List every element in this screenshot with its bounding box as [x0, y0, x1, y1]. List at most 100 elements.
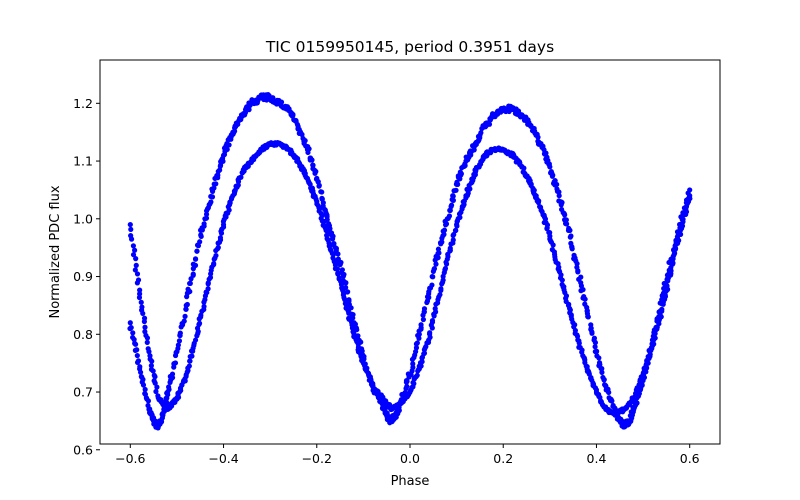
data-point [190, 271, 196, 277]
data-point [478, 130, 484, 136]
data-point [597, 361, 603, 368]
data-point [609, 398, 615, 404]
data-point [138, 299, 144, 305]
data-point [447, 245, 453, 251]
data-point [592, 339, 599, 346]
data-point [535, 199, 542, 206]
data-point [662, 292, 668, 298]
data-point [201, 221, 207, 227]
y-tick-label: 0.7 [73, 385, 93, 400]
data-point [144, 335, 151, 341]
data-point [435, 255, 441, 261]
data-point [575, 269, 581, 275]
data-point [334, 266, 341, 272]
data-point [683, 203, 690, 210]
x-tick-label: −0.6 [115, 451, 145, 466]
data-point [582, 296, 588, 302]
data-point [672, 250, 678, 256]
data-point [568, 233, 574, 239]
data-point [589, 329, 595, 335]
data-point [419, 359, 425, 365]
data-point [337, 262, 343, 268]
data-point [299, 131, 305, 138]
data-point [547, 164, 553, 170]
data-point [535, 134, 541, 140]
data-point [549, 173, 556, 179]
data-point [429, 317, 436, 324]
data-point [657, 312, 663, 318]
data-point [421, 306, 428, 312]
x-tick-label: 0.6 [680, 451, 700, 466]
data-point [410, 361, 416, 367]
data-point [150, 368, 156, 374]
data-point [544, 226, 550, 232]
data-point [172, 360, 179, 366]
data-point [556, 189, 562, 195]
data-point [201, 303, 207, 310]
data-point [187, 280, 193, 286]
data-point [678, 231, 684, 237]
data-point [134, 359, 141, 366]
data-point [152, 374, 158, 380]
data-point [578, 274, 584, 280]
y-tick-label: 0.6 [73, 442, 93, 457]
data-point [169, 371, 176, 377]
x-tick-label: −0.4 [208, 451, 238, 466]
data-point [439, 239, 445, 245]
data-point [192, 262, 199, 268]
data-point [186, 363, 192, 369]
data-point [181, 318, 187, 324]
data-point [142, 390, 148, 397]
y-axis-label: Normalized PDC flux [48, 185, 63, 318]
data-point [224, 146, 230, 153]
data-point [148, 363, 154, 369]
x-tick-label: 0.4 [587, 451, 607, 466]
data-point [134, 352, 140, 359]
data-point [605, 389, 612, 395]
data-point [128, 236, 135, 242]
data-point [142, 386, 148, 393]
data-point [426, 294, 432, 301]
data-point [194, 248, 200, 254]
y-tick-label: 1.1 [73, 154, 93, 169]
x-axis-label: Phase [391, 474, 430, 489]
data-point [593, 348, 600, 354]
data-point [437, 292, 443, 298]
data-point [278, 99, 285, 105]
data-point [450, 237, 456, 243]
data-point [438, 286, 444, 292]
data-point [462, 163, 468, 169]
data-point [486, 121, 493, 127]
data-point [675, 236, 681, 242]
data-point [543, 150, 549, 156]
data-point [576, 340, 582, 346]
data-point [132, 267, 138, 273]
data-point [205, 286, 211, 292]
data-point [130, 330, 136, 336]
data-point [132, 247, 138, 253]
data-point [183, 306, 189, 312]
data-point [133, 256, 139, 262]
data-point [450, 193, 456, 199]
data-point [310, 162, 316, 168]
y-tick-label: 1.0 [73, 211, 93, 226]
data-point [670, 256, 676, 262]
data-point [131, 336, 137, 343]
data-point [680, 216, 686, 222]
data-point [673, 245, 679, 252]
data-point [592, 344, 598, 350]
data-point [319, 189, 325, 195]
data-point [213, 252, 219, 259]
data-point [550, 242, 556, 248]
data-point [554, 181, 560, 188]
data-point [345, 289, 351, 295]
data-point [290, 112, 296, 119]
data-point [133, 341, 139, 347]
data-point [341, 271, 347, 278]
data-point [413, 345, 420, 351]
data-point [664, 283, 670, 289]
data-point [556, 193, 562, 199]
chart-title: TIC 0159950145, period 0.3951 days [265, 38, 554, 56]
data-point [137, 287, 143, 293]
